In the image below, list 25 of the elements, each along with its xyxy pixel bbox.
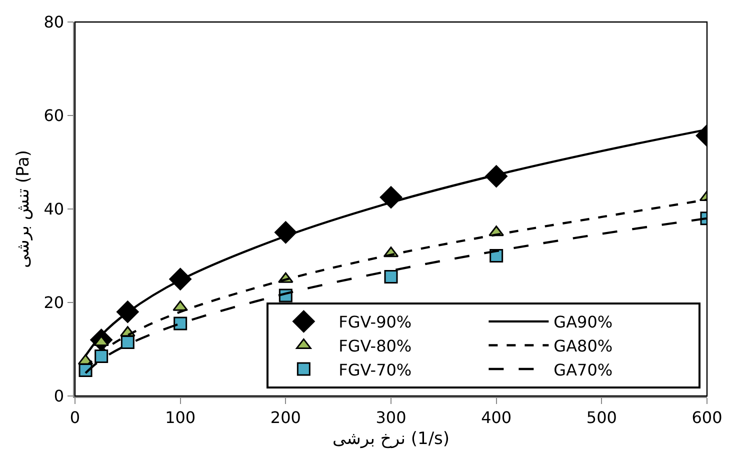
point [380, 186, 402, 208]
y-tick-label: 80 [44, 12, 64, 32]
point [120, 335, 134, 349]
x-axis-title: نرخ برشی (1/s) [332, 428, 450, 449]
legend-label: FGV-90% [338, 312, 412, 332]
x-tick-label: 100 [165, 408, 196, 427]
point [174, 316, 188, 330]
legend-label: GA80% [554, 336, 613, 356]
legend-label: GA90% [554, 312, 613, 332]
y-tick-label: 40 [44, 200, 64, 219]
legend-label: FGV-70% [338, 360, 412, 380]
x-tick-label: 0 [70, 408, 80, 427]
y-tick-label: 60 [44, 106, 64, 126]
x-tick-label: 200 [270, 408, 301, 427]
x-tick-label: 300 [376, 408, 406, 427]
x-tick-label: 400 [481, 408, 512, 427]
y-tick-label: 20 [44, 293, 64, 312]
point [94, 350, 108, 364]
y-tick-label: 0 [54, 386, 64, 406]
point [384, 270, 398, 284]
legend-label: GA70% [554, 360, 613, 380]
x-tick-label: 600 [692, 408, 722, 427]
y-axis-title: تنش برشی (Pa) [14, 150, 34, 268]
x-tick-label: 500 [586, 408, 617, 427]
legend-label: FGV-80% [338, 336, 412, 356]
